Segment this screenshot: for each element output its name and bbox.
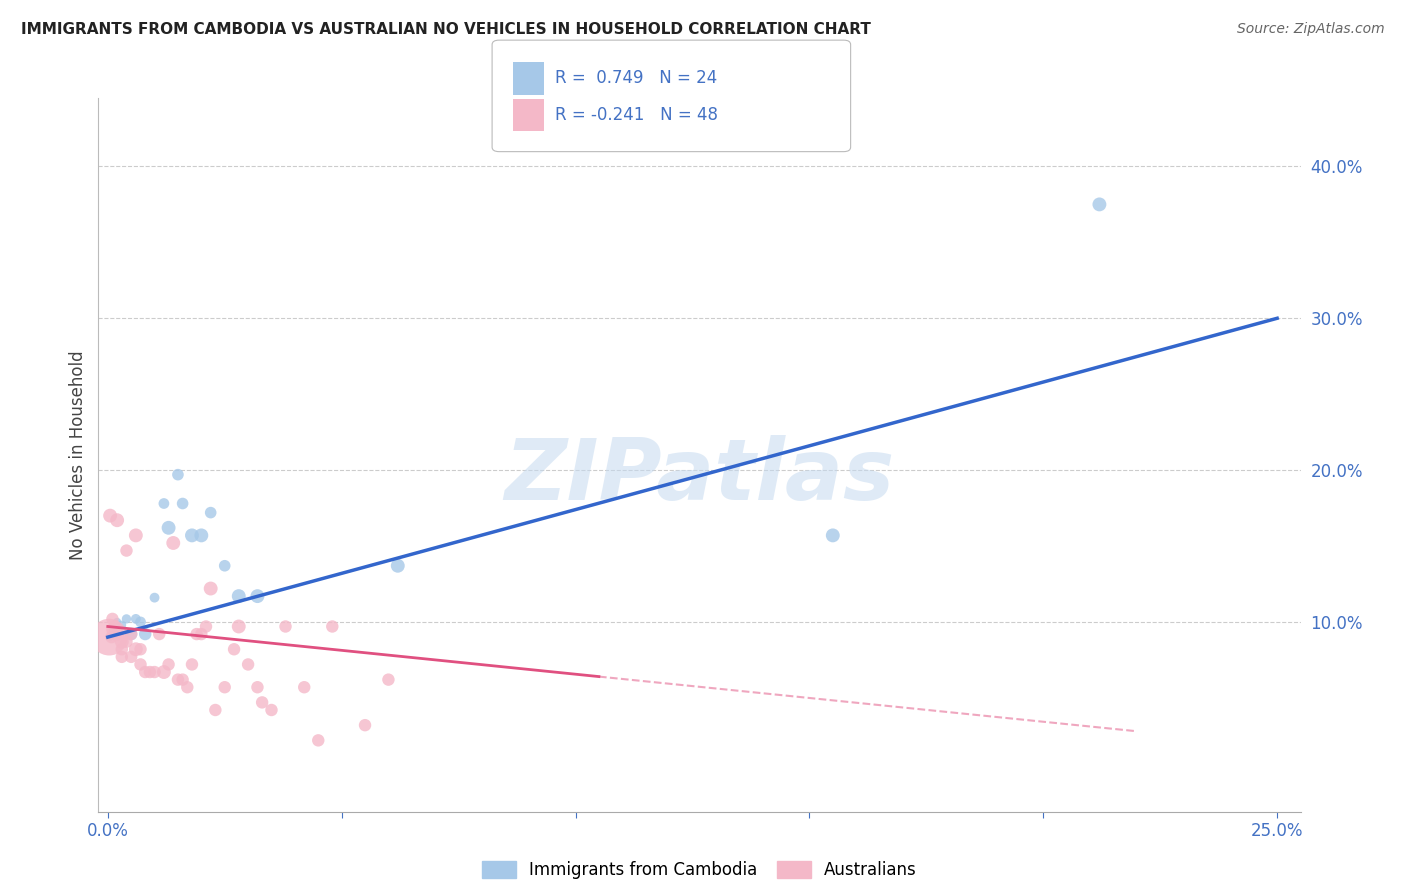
Point [246, 589, 269, 603]
Point [120, 627, 142, 641]
Point [176, 680, 198, 694]
Point [105, 513, 128, 527]
Point [228, 589, 250, 603]
Point [181, 657, 204, 672]
Point [214, 558, 236, 573]
Point [222, 642, 245, 657]
Point [98, 508, 121, 523]
Point [104, 627, 127, 641]
Point [101, 623, 124, 637]
Point [98, 630, 121, 644]
Point [172, 496, 194, 510]
Point [134, 665, 156, 679]
Point [321, 619, 343, 633]
Point [167, 673, 190, 687]
Point [101, 612, 124, 626]
Point [111, 634, 134, 648]
Point [274, 619, 297, 633]
Point [105, 615, 128, 629]
Point [125, 642, 148, 657]
Point [167, 467, 190, 482]
Point [129, 642, 152, 657]
Point [101, 623, 124, 637]
Point [148, 627, 170, 641]
Point [387, 558, 409, 573]
Point [292, 680, 315, 694]
Text: IMMIGRANTS FROM CAMBODIA VS AUSTRALIAN NO VEHICLES IN HOUSEHOLD CORRELATION CHAR: IMMIGRANTS FROM CAMBODIA VS AUSTRALIAN N… [21, 22, 870, 37]
Point [172, 673, 194, 687]
Point [190, 627, 212, 641]
Point [104, 619, 127, 633]
Point [157, 521, 180, 535]
Text: Source: ZipAtlas.com: Source: ZipAtlas.com [1237, 22, 1385, 37]
Point [162, 536, 184, 550]
Point [821, 528, 844, 542]
Point [111, 618, 134, 632]
Point [105, 627, 128, 641]
Point [190, 528, 212, 542]
Text: R =  0.749   N = 24: R = 0.749 N = 24 [555, 70, 717, 87]
Point [1088, 197, 1111, 211]
Point [153, 665, 176, 679]
Point [115, 543, 138, 558]
Y-axis label: No Vehicles in Household: No Vehicles in Household [69, 350, 87, 560]
Point [307, 733, 329, 747]
Point [120, 649, 142, 664]
Point [100, 630, 122, 644]
Point [200, 582, 222, 596]
Point [111, 642, 134, 657]
Point [129, 657, 152, 672]
Point [143, 591, 166, 605]
Point [200, 506, 222, 520]
Point [354, 718, 377, 732]
Point [195, 619, 218, 633]
Point [143, 665, 166, 679]
Point [204, 703, 226, 717]
Point [98, 630, 121, 644]
Legend: Immigrants from Cambodia, Australians: Immigrants from Cambodia, Australians [475, 854, 924, 886]
Text: ZIPatlas: ZIPatlas [505, 434, 894, 518]
Point [153, 496, 176, 510]
Point [125, 612, 148, 626]
Point [111, 649, 134, 664]
Text: R = -0.241   N = 48: R = -0.241 N = 48 [555, 106, 718, 124]
Point [377, 673, 399, 687]
Point [250, 695, 273, 709]
Point [139, 665, 162, 679]
Point [246, 680, 269, 694]
Point [214, 680, 236, 694]
Point [157, 657, 180, 672]
Point [115, 634, 138, 648]
Point [186, 627, 208, 641]
Point [236, 657, 259, 672]
Point [120, 627, 142, 641]
Point [228, 619, 250, 633]
Point [134, 627, 156, 641]
Point [260, 703, 283, 717]
Point [125, 528, 148, 542]
Point [115, 612, 138, 626]
Point [129, 615, 152, 629]
Point [181, 528, 204, 542]
